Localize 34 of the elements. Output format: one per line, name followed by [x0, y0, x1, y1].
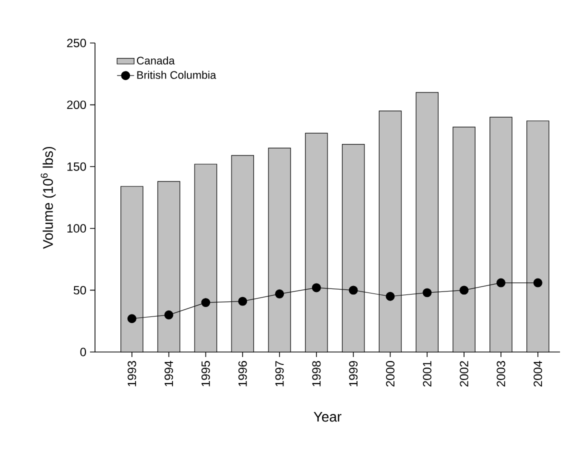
y-tick-label: 0 [80, 348, 86, 356]
x-tick-label: 1994 [164, 360, 174, 386]
x-tick-label: 2003 [496, 361, 506, 387]
x-tick-label: 1998 [312, 361, 321, 386]
y-tick-label: 50 [74, 286, 86, 294]
x-tick-label: 1999 [349, 361, 358, 386]
point [533, 278, 542, 288]
x-tick-label: 1995 [201, 361, 210, 386]
y-tick-label: 250 [67, 38, 86, 48]
x-tick-label: 1993 [128, 361, 136, 386]
point [348, 286, 358, 295]
x-tick-label: 2002 [460, 361, 468, 387]
point [422, 288, 432, 298]
y-axis-title: Volume (10$^{6}$ lbs) [40, 146, 56, 249]
legend-label: Canada [136, 56, 175, 64]
legend-label: British Columbia [137, 70, 216, 79]
point [164, 310, 174, 320]
point [238, 296, 248, 306]
y-tick-label: 100 [67, 224, 86, 233]
point [312, 283, 321, 292]
point [201, 298, 210, 308]
x-tick-label: 2000 [386, 360, 394, 387]
y-tick-label: 150 [67, 162, 86, 171]
point [127, 314, 136, 324]
point [386, 292, 395, 301]
y-tick-label: 200 [67, 100, 86, 110]
point [275, 289, 284, 298]
x-tick-label: 2001 [422, 361, 432, 387]
x-tick-label: 1996 [238, 361, 247, 386]
x-axis-title: Year [314, 412, 342, 422]
point [496, 278, 506, 288]
x-tick-label: 2004 [534, 360, 542, 387]
x-tick-label: 1997 [275, 361, 284, 386]
point [460, 286, 469, 295]
